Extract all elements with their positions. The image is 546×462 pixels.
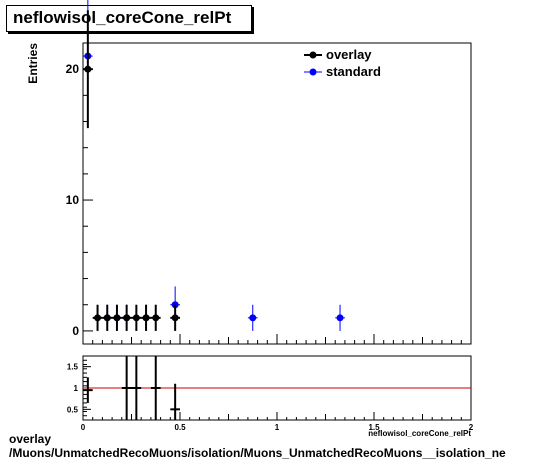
overlay-marker xyxy=(84,65,92,73)
main-axes: 0 10 20 Entries xyxy=(26,42,472,344)
standard-legend-marker xyxy=(309,68,317,76)
overlay-marker xyxy=(103,314,111,322)
ratio-x-tick-label: 0 xyxy=(81,423,86,432)
ratio-x-tick-label: 0.5 xyxy=(174,423,186,432)
ratio-point xyxy=(131,356,142,420)
title-box: neflowisol_coreCone_relPt xyxy=(6,5,252,32)
main-plot-border xyxy=(82,42,472,345)
footer-line-1: overlay xyxy=(9,432,52,446)
overlay-marker xyxy=(113,314,121,322)
ratio-y-tick-label: 0.5 xyxy=(67,405,79,414)
footer-line-2: /Muons/UnmatchedRecoMuons/isolation/Muon… xyxy=(9,446,506,460)
overlay-marker xyxy=(94,314,102,322)
y-tick-label: 10 xyxy=(66,193,80,207)
standard-marker xyxy=(336,314,344,322)
overlay-point xyxy=(150,304,161,331)
overlay-legend-marker xyxy=(309,51,317,59)
ratio-x-tick-label: 2 xyxy=(469,423,474,432)
main-data-marks xyxy=(83,0,345,331)
overlay-marker xyxy=(171,314,179,322)
overlay-marker xyxy=(142,314,150,322)
x-axis-label: neflowisol_coreCone_relPt xyxy=(368,429,471,438)
overlay-point xyxy=(121,304,132,331)
footer: overlay /Muons/UnmatchedRecoMuons/isolat… xyxy=(9,432,506,460)
ratio-data-marks xyxy=(83,356,471,420)
main-plot-frame xyxy=(82,42,472,345)
overlay-marker xyxy=(132,314,140,322)
overlay-legend-label: overlay xyxy=(326,47,372,62)
ratio-point xyxy=(150,356,161,420)
ratio-x-tick-label: 1.5 xyxy=(368,423,380,432)
ratio-x-tick-label: 1 xyxy=(275,423,280,432)
y-axis-label: Entries xyxy=(26,43,40,84)
standard-point xyxy=(247,304,258,331)
overlay-marker xyxy=(152,314,160,322)
overlay-point xyxy=(112,304,122,331)
overlay-point xyxy=(170,304,180,331)
overlay-point xyxy=(92,304,103,331)
y-tick-label: 0 xyxy=(72,324,79,338)
standard-marker xyxy=(249,314,257,322)
overlay-marker xyxy=(123,314,131,322)
overlay-point xyxy=(83,10,93,129)
ratio-axes: 0.511.50 0.5 1 1.5 2neflowisol_coreCone_relP… xyxy=(67,355,474,438)
y-tick-label: 20 xyxy=(66,62,80,76)
ratio-point xyxy=(121,356,132,420)
plot-title: neflowisol_coreCone_relPt xyxy=(13,8,232,27)
standard-point xyxy=(335,304,345,331)
ratio-point xyxy=(83,377,93,403)
legend: overlay standard xyxy=(304,47,381,79)
standard-legend-label: standard xyxy=(326,64,381,79)
ratio-point xyxy=(170,383,180,420)
overlay-point xyxy=(141,304,151,331)
ratio-y-tick-label: 1 xyxy=(74,384,79,393)
overlay-point xyxy=(102,304,113,331)
ratio-y-tick-label: 1.5 xyxy=(67,363,79,372)
overlay-point xyxy=(131,304,142,331)
